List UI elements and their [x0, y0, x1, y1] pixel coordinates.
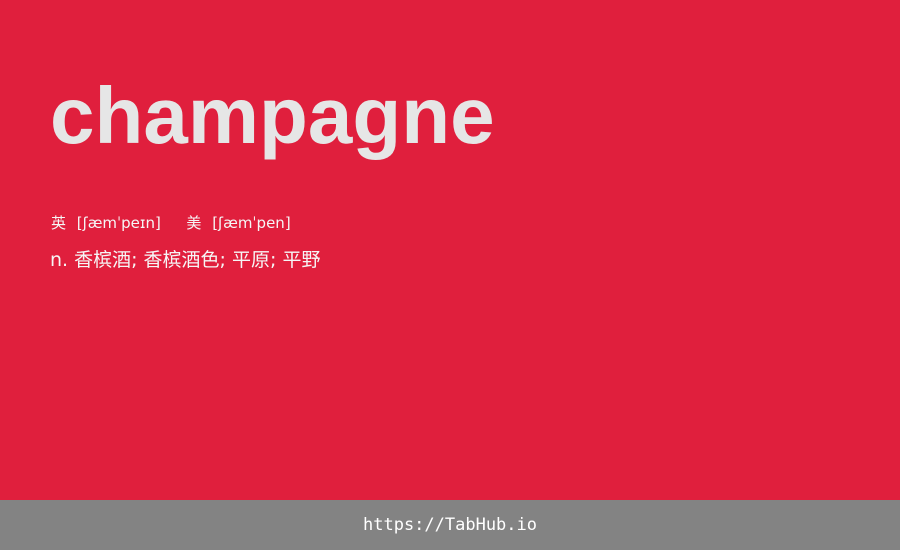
footer-link[interactable]: https://TabHub.io: [363, 515, 537, 535]
uk-pronunciation-label: 英: [51, 214, 67, 232]
us-pronunciation-label: 美: [186, 214, 202, 232]
uk-pronunciation: [ʃæmˈpeɪn]: [76, 214, 161, 232]
us-pronunciation: [ʃæmˈpen]: [212, 214, 291, 232]
definition: n. 香槟酒; 香槟酒色; 平原; 平野: [50, 249, 321, 271]
footer-bar: https://TabHub.io: [0, 500, 900, 550]
pronunciation-row: 英 [ʃæmˈpeɪn] 美 [ʃæmˈpen]: [51, 213, 291, 233]
headword: champagne: [50, 71, 495, 160]
word-card: champagne 英 [ʃæmˈpeɪn] 美 [ʃæmˈpen] n. 香槟…: [50, 71, 495, 271]
